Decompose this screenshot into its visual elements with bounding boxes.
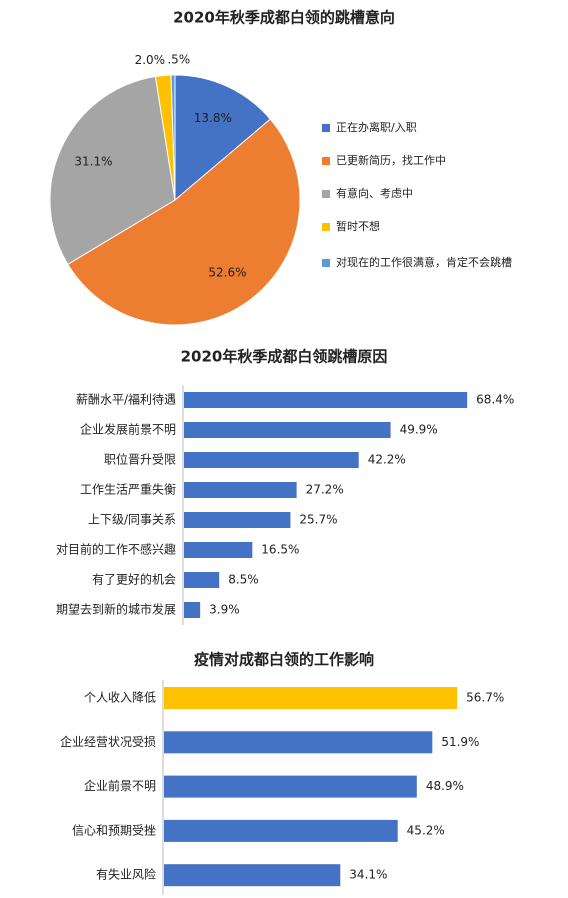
bar <box>184 602 201 618</box>
bar <box>164 819 398 842</box>
legend-swatch <box>322 259 330 267</box>
data-label: 42.2% <box>368 453 406 467</box>
category-label: 企业经营状况受损 <box>60 734 156 749</box>
legend-label: 对现在的工作很满意，肯定不会跳槽 <box>336 255 512 269</box>
chart-title: 2020年秋季成都白领跳槽原因 <box>181 348 388 366</box>
bar <box>184 572 220 588</box>
legend-swatch <box>322 157 330 165</box>
bar <box>164 731 433 754</box>
pie-slice <box>174 74 272 202</box>
category-label: 期望去到新的城市发展 <box>56 602 176 617</box>
data-label: 48.9% <box>426 779 464 793</box>
bar <box>184 422 391 438</box>
legend-swatch <box>322 190 330 198</box>
data-label: 16.5% <box>261 543 299 557</box>
legend-label: 正在办离职/入职 <box>336 120 417 134</box>
pie-slice <box>170 74 176 201</box>
data-label: .5% <box>167 53 190 67</box>
category-label: 有失业风险 <box>96 867 156 882</box>
bar <box>184 512 291 528</box>
data-label: 34.1% <box>349 868 387 882</box>
bar <box>184 452 359 468</box>
bar <box>184 392 468 408</box>
bar <box>164 687 458 709</box>
bar <box>164 864 341 887</box>
category-label: 上下级/同事关系 <box>88 513 176 527</box>
category-label: 企业前景不明 <box>84 778 156 793</box>
legend-label: 已更新简历，找工作中 <box>336 153 446 167</box>
bar <box>184 542 253 558</box>
data-label: 31.1% <box>74 154 112 168</box>
data-label: 68.4% <box>476 393 514 407</box>
category-label: 有了更好的机会 <box>92 572 176 587</box>
legend-label: 有意向、考虑中 <box>336 186 413 200</box>
pie-slice <box>49 75 176 265</box>
pie-slice <box>67 118 301 326</box>
category-label: 对目前的工作不感兴趣 <box>56 542 176 557</box>
category-label: 个人收入降低 <box>84 691 156 705</box>
data-label: 8.5% <box>228 573 259 587</box>
data-label: 27.2% <box>306 483 344 497</box>
legend-swatch <box>322 124 330 132</box>
data-label: 56.7% <box>466 691 504 705</box>
bar <box>184 482 297 498</box>
category-label: 职位晋升受限 <box>104 452 176 467</box>
data-label: 25.7% <box>299 513 337 527</box>
data-label: 13.8% <box>194 111 232 125</box>
data-label: 2.0% <box>135 53 166 67</box>
data-label: 51.9% <box>441 735 479 749</box>
data-label: 45.2% <box>407 823 445 837</box>
category-label: 薪酬水平/福利待遇 <box>76 392 176 407</box>
data-label: 49.9% <box>400 423 438 437</box>
chart-title: 2020年秋季成都白领的跳槽意向 <box>173 9 395 27</box>
category-label: 企业发展前景不明 <box>80 422 176 437</box>
category-label: 信心和预期受挫 <box>72 823 156 837</box>
bar <box>164 775 417 798</box>
data-label: 3.9% <box>209 603 240 617</box>
category-label: 工作生活严重失衡 <box>80 482 176 497</box>
chart-title: 疫情对成都白领的工作影响 <box>194 651 374 669</box>
legend-label: 暂时不想 <box>336 219 380 233</box>
data-label: 52.6% <box>208 266 246 280</box>
legend-swatch <box>322 223 330 231</box>
